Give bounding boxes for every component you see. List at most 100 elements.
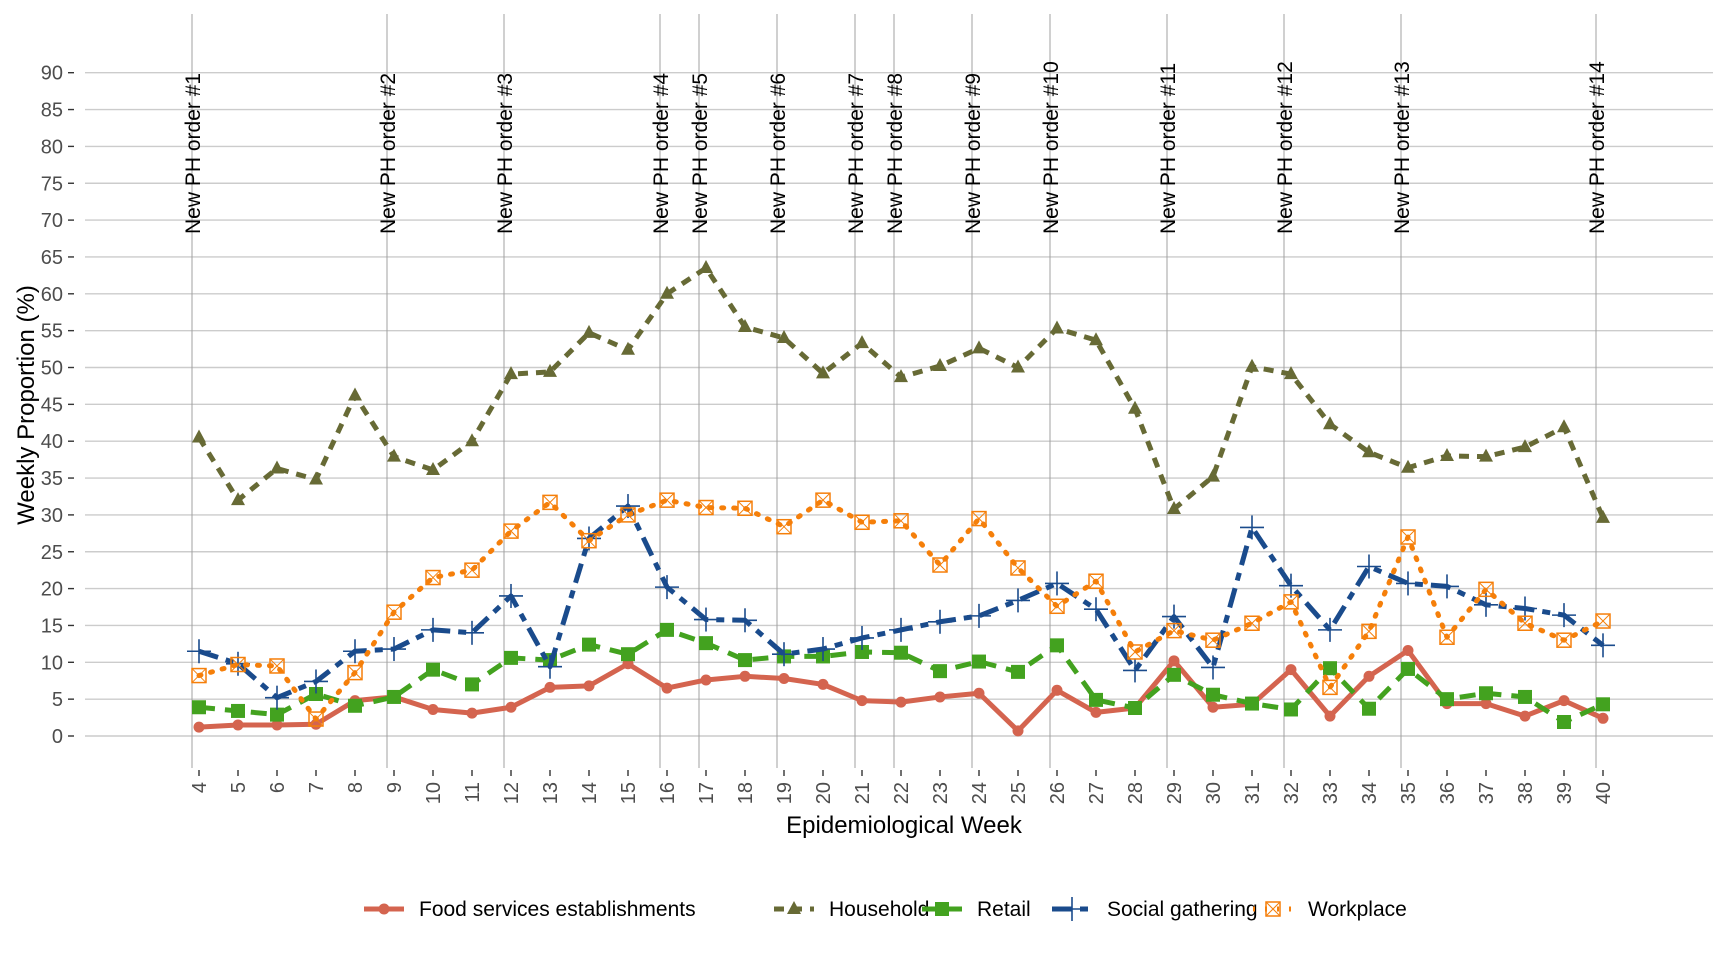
cross — [1439, 629, 1455, 645]
data-point — [1201, 655, 1225, 680]
data-point — [265, 685, 289, 710]
data-point — [542, 494, 558, 511]
data-point — [347, 664, 363, 681]
data-point — [1557, 714, 1571, 729]
x-tick-label: 26 — [1047, 782, 1069, 804]
cross — [1283, 594, 1299, 610]
data-point — [1050, 638, 1064, 653]
data-point — [1401, 661, 1415, 676]
data-point — [972, 340, 986, 354]
data-point — [1051, 684, 1063, 696]
x-tick-label: 4 — [189, 782, 211, 793]
data-point — [1084, 597, 1108, 622]
legend-item: Food services establishments — [364, 898, 696, 921]
annotation-label: New PH order #6 — [767, 73, 790, 234]
box — [1205, 632, 1221, 648]
data-point — [738, 653, 752, 668]
box — [893, 513, 909, 529]
x-tick-label: 16 — [657, 782, 679, 804]
data-point — [815, 492, 831, 508]
data-point — [426, 662, 440, 677]
cross — [464, 562, 480, 578]
data-point — [1167, 501, 1181, 515]
box — [464, 562, 480, 578]
data-point — [1440, 447, 1454, 461]
y-axis: 0 5 10 15 20 25 30 35 40 45 50 55 60 65 70 75 80 85 90 — [41, 63, 74, 748]
x-tick-label: 13 — [540, 782, 562, 804]
x-tick-label: 12 — [501, 782, 523, 804]
data-point — [661, 682, 673, 694]
cross — [386, 604, 402, 620]
box — [971, 510, 987, 527]
data-point — [1558, 695, 1570, 707]
data-point — [621, 647, 635, 662]
cross — [191, 668, 207, 683]
x-tick-label: 38 — [1515, 782, 1537, 804]
x-tick-label: 40 — [1593, 782, 1615, 804]
y-tick-label: 85 — [41, 100, 63, 122]
y-tick-label: 80 — [41, 136, 63, 158]
box — [1361, 623, 1377, 640]
legend-label: Household — [829, 898, 929, 921]
legend-item: Household — [774, 898, 929, 921]
box — [386, 604, 402, 620]
cross — [1166, 623, 1182, 638]
data-point — [1596, 509, 1610, 523]
data-point — [1123, 658, 1147, 683]
annotation-label: New PH order #7 — [845, 73, 868, 234]
cross — [1049, 598, 1065, 614]
data-point — [973, 687, 985, 699]
data-point — [426, 461, 440, 475]
data-point — [660, 622, 674, 637]
legend-label: Social gathering — [1107, 898, 1258, 921]
data-point — [1283, 594, 1299, 610]
annotation-label: New PH order #8 — [884, 73, 907, 234]
cross — [1322, 680, 1338, 695]
cross — [659, 492, 675, 508]
data-point — [1006, 588, 1030, 613]
data-point — [387, 689, 401, 704]
data-point — [1060, 897, 1084, 921]
data-point — [772, 642, 796, 667]
annotation-label: New PH order #10 — [1040, 61, 1063, 234]
data-point — [655, 575, 679, 600]
cross — [737, 500, 753, 516]
data-point — [270, 460, 284, 474]
annotation-label: New PH order #12 — [1274, 61, 1297, 234]
data-point — [425, 569, 441, 586]
data-point — [854, 514, 870, 531]
cross — [1595, 613, 1611, 629]
cross — [1127, 644, 1143, 660]
box — [776, 518, 792, 535]
annotation-label: New PH order #4 — [650, 73, 673, 234]
data-point — [1439, 629, 1455, 645]
data-point — [737, 500, 753, 517]
data-point — [1162, 604, 1186, 629]
data-point — [1245, 358, 1259, 372]
data-point — [893, 513, 909, 529]
x-tick-label: 31 — [1242, 782, 1264, 804]
data-point — [187, 639, 211, 664]
cross — [1265, 901, 1281, 917]
y-tick-label: 0 — [52, 726, 63, 748]
annotation-label: New PH order #11 — [1157, 63, 1180, 234]
data-point — [1045, 571, 1069, 596]
x-tick-label: 25 — [1008, 782, 1030, 804]
cross — [1244, 615, 1260, 631]
data-point — [1011, 359, 1025, 373]
data-point — [192, 429, 206, 443]
data-point — [1518, 439, 1532, 453]
box — [1322, 679, 1338, 696]
data-point — [1284, 366, 1298, 380]
series-social-gathering — [187, 494, 1615, 710]
data-point — [1089, 692, 1103, 707]
data-point — [1012, 725, 1024, 737]
data-point — [932, 557, 948, 573]
data-point — [269, 658, 285, 674]
data-point — [1557, 419, 1571, 433]
legend-label: Food services establishments — [419, 898, 696, 921]
annotation-label: New PH order #3 — [494, 73, 517, 234]
data-point — [1049, 598, 1065, 615]
data-point — [230, 656, 246, 673]
y-tick-label: 45 — [41, 394, 63, 416]
